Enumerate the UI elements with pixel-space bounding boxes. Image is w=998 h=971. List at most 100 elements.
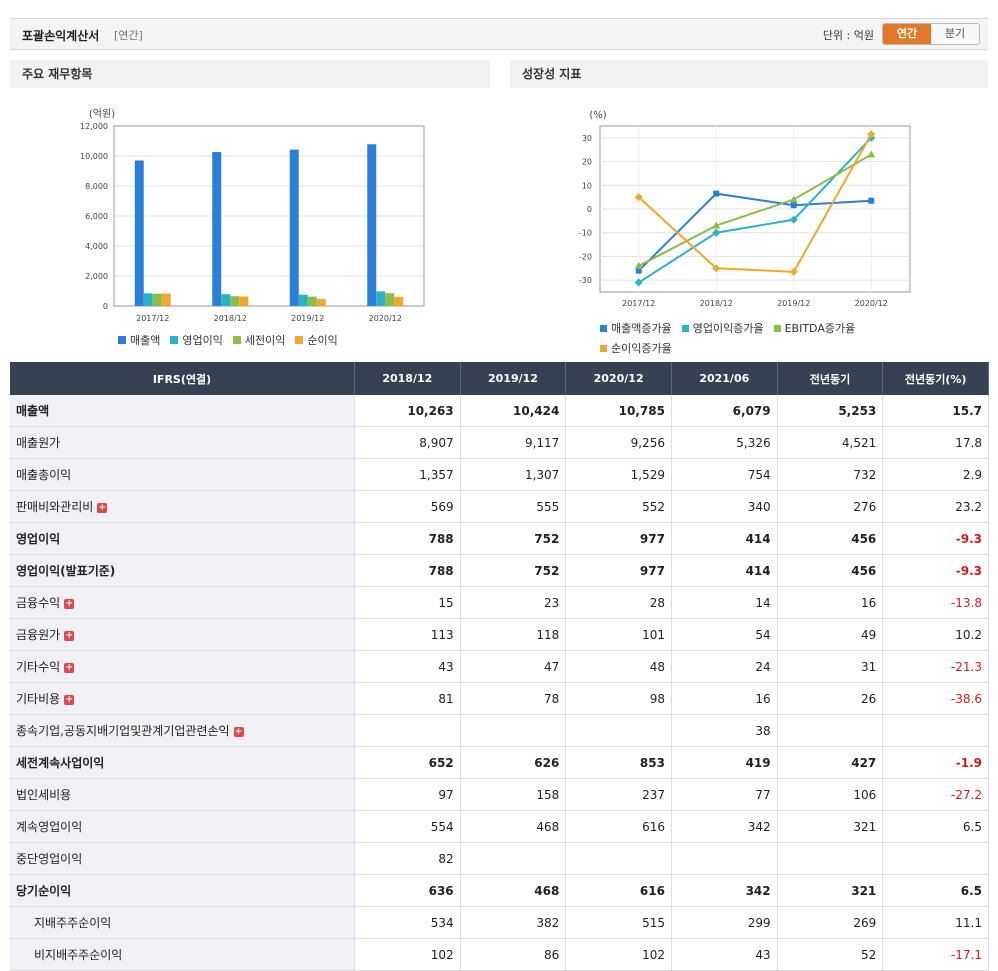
- table-cell: -27.2: [882, 778, 989, 811]
- column-header-period: 2020/12: [565, 362, 672, 395]
- key-items-title: 주요 재무항목: [10, 60, 490, 88]
- row-label-cell[interactable]: 금융수익 +: [10, 586, 355, 619]
- x-tick-label: 2019/12: [291, 314, 324, 323]
- legend-swatch: [232, 336, 241, 344]
- table-row: 금융원가 +113 118 101 54 49 10.2: [10, 618, 989, 651]
- legend-label: 영업이익증가율: [692, 322, 764, 335]
- table-cell: 342: [671, 874, 778, 907]
- table-cell: 754: [671, 458, 778, 491]
- table-cell: 158: [460, 778, 567, 811]
- table-row: 기타비용 +81 78 98 16 26 -38.6: [10, 682, 989, 715]
- row-label-cell: 매출총이익: [10, 458, 355, 491]
- row-label-cell: 지배주주순이익: [10, 906, 355, 939]
- row-label-cell: 매출원가: [10, 426, 355, 459]
- point-순이익증가율: [867, 130, 876, 139]
- statement-period: [연간]: [114, 29, 143, 42]
- bar-매출액: [367, 144, 377, 306]
- point-순이익증가율: [712, 264, 721, 273]
- point-영업이익증가율: [712, 228, 721, 237]
- table-cell: -1.9: [882, 746, 989, 779]
- table-cell: 14: [671, 586, 778, 619]
- row-label: 매출총이익: [16, 468, 72, 482]
- bar-매출액: [289, 149, 299, 306]
- table-row: 매출원가 8,907 9,117 9,256 5,326 4,521 17.8: [10, 426, 989, 459]
- table-cell: 321: [777, 874, 884, 907]
- statement-header: 포괄손익계산서 [연간] 단위 : 억원 연간 분기: [10, 18, 988, 50]
- unit-label: 단위 : 억원: [822, 29, 874, 42]
- point-EBITDA증가율: [634, 261, 643, 269]
- legend-item: EBITDA증가율: [773, 320, 855, 336]
- table-cell: 732: [777, 458, 884, 491]
- table-cell: [882, 714, 989, 747]
- row-label-cell[interactable]: 기타비용 +: [10, 682, 355, 715]
- x-tick-label: 2018/12: [700, 299, 733, 308]
- table-cell: 10,785: [565, 395, 672, 427]
- table-cell: 4,521: [777, 426, 884, 459]
- table-cell: [565, 842, 672, 875]
- table-cell: 468: [460, 810, 567, 843]
- x-tick-label: 2018/12: [214, 314, 247, 323]
- expand-icon[interactable]: +: [64, 694, 75, 705]
- table-row: 영업이익(발표기준) 788 752 977 414 456 -9.3: [10, 554, 989, 587]
- row-label-cell[interactable]: 종속기업,공동지배기업및관계기업관련손익 +: [10, 714, 355, 747]
- table-row: 세전계속사업이익 652 626 853 419 427 -1.9: [10, 746, 989, 779]
- table-row: 매출액 10,263 10,424 10,785 6,079 5,253 15.7: [10, 395, 989, 427]
- line-영업이익증가율: [638, 137, 872, 284]
- expand-icon[interactable]: +: [64, 630, 75, 641]
- line-순이익증가율: [638, 133, 873, 273]
- bar-chart-legend: 매출액 영업이익 세전이익 순이익: [118, 332, 338, 348]
- table-cell: 15.7: [882, 395, 989, 427]
- x-tick-label: 2019/12: [777, 299, 810, 308]
- table-cell: 6.5: [882, 874, 989, 907]
- bar-순이익: [316, 298, 326, 306]
- table-cell: 616: [565, 810, 672, 843]
- row-label-cell[interactable]: 기타수익 +: [10, 650, 355, 683]
- table-cell: 28: [565, 586, 672, 619]
- table-cell: 788: [354, 522, 461, 555]
- table-cell: [460, 714, 567, 747]
- table-cell: 382: [460, 906, 567, 939]
- table-cell: 419: [671, 746, 778, 779]
- point-순이익증가율: [634, 193, 643, 202]
- row-label-cell[interactable]: 금융원가 +: [10, 618, 355, 651]
- column-header-period: 2021/06: [671, 362, 778, 395]
- table-cell: 569: [354, 490, 461, 523]
- point-영업이익증가율: [789, 215, 798, 224]
- table-row: 비지배주주순이익 102 86 102 43 52 -17.1: [10, 938, 989, 971]
- expand-icon[interactable]: +: [233, 726, 244, 737]
- income-statement-table: IFRS(연결) 2018/12 2019/12 2020/12 2021/06 전년동기…: [10, 362, 989, 971]
- legend-label: 매출액증가율: [611, 322, 672, 335]
- table-cell: 342: [671, 810, 778, 843]
- y-tick-label: 10,000: [80, 152, 108, 161]
- legend-label: 순이익증가율: [611, 342, 672, 355]
- y-tick-label: 8,000: [85, 182, 108, 191]
- table-cell: 47: [460, 650, 567, 683]
- y-tick-label: -30: [579, 276, 592, 285]
- bar-매출액: [212, 152, 222, 306]
- bar-chart: (억원) 0 2,000 4,000 6,000 8,000 10,000 12,000 201…: [80, 108, 425, 323]
- table-row: 기타수익 +43 47 48 24 31 -21.3: [10, 650, 989, 683]
- table-cell: 10.2: [882, 618, 989, 651]
- expand-icon[interactable]: +: [64, 598, 75, 609]
- row-label-cell: 법인세비용: [10, 778, 355, 811]
- table-row: 매출총이익 1,357 1,307 1,529 754 732 2.9: [10, 458, 989, 491]
- row-label-cell: 영업이익(발표기준): [10, 554, 355, 587]
- bar-영업이익: [376, 291, 386, 306]
- column-header-period: 전년동기(%): [882, 362, 989, 395]
- legend-item: 세전이익: [232, 332, 285, 348]
- table-cell: 752: [460, 522, 567, 555]
- table-cell: [460, 842, 567, 875]
- tab-quarterly[interactable]: 분기: [931, 24, 979, 44]
- expand-icon[interactable]: +: [97, 502, 108, 513]
- tab-annual[interactable]: 연간: [883, 24, 931, 44]
- plot-frame: [113, 125, 425, 307]
- table-cell: 48: [565, 650, 672, 683]
- row-label-cell[interactable]: 판매비와관리비 +: [10, 490, 355, 523]
- table-cell: 102: [565, 938, 672, 971]
- line-EBITDA증가율: [638, 153, 872, 267]
- row-label-cell: 중단영업이익: [10, 842, 355, 875]
- table-cell: 5,253: [777, 395, 884, 427]
- table-cell: 977: [565, 522, 672, 555]
- bar-chart-panel: (억원) 0 2,000 4,000 6,000 8,000 10,000 12,000 201…: [10, 88, 490, 356]
- expand-icon[interactable]: +: [64, 662, 75, 673]
